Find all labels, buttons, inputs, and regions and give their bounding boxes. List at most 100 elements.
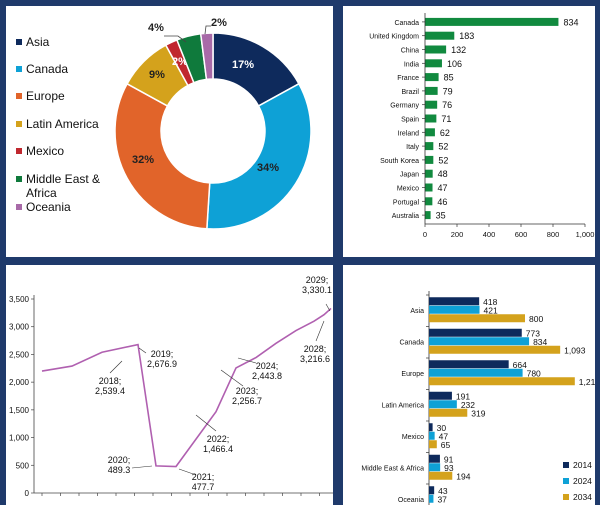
bar-value-label: 418: [483, 297, 497, 307]
label-leader-line: [237, 357, 257, 364]
legend-label: 2014: [573, 460, 592, 470]
x-tick-label: 200: [451, 230, 464, 239]
data-point-label: 2023; 2,256.7: [232, 386, 262, 406]
bar-value-label: 132: [451, 45, 466, 55]
legend-swatch: [16, 66, 22, 72]
bar-2014: [429, 328, 522, 337]
donut-slice-label: 17%: [232, 59, 254, 71]
grouped-bar-chart-panel: Asia 418 421 800 Canada 773 834 1,093 Europe 664 7…: [343, 265, 595, 505]
category-label: Italy: [406, 144, 419, 151]
legend-label: Mexico: [26, 144, 64, 158]
bar-2014: [429, 486, 435, 495]
bar-2014: [429, 297, 480, 306]
bar-value-label: 93: [444, 463, 454, 473]
donut-slice-label: 34%: [257, 162, 279, 174]
bar: [425, 45, 447, 54]
legend-label: Africa: [26, 186, 57, 200]
bar: [425, 211, 431, 220]
bar-value-label: 319: [471, 408, 485, 418]
bar-value-label: 664: [513, 360, 527, 370]
bar-2014: [429, 454, 440, 463]
label-leader-line: [131, 465, 153, 469]
legend-swatch: [563, 494, 569, 500]
data-point-label: 2020; 489.3: [108, 455, 131, 475]
legend-swatch: [16, 176, 22, 182]
legend-label: Oceania: [26, 200, 71, 214]
category-label: Canada: [399, 340, 424, 347]
bar-value-label: 47: [438, 183, 448, 193]
bar-value-label: 232: [461, 400, 475, 410]
legend-label: Asia: [26, 35, 50, 49]
bar-value-label: 30: [437, 423, 447, 433]
bar-value-label: 773: [526, 328, 540, 338]
category-label: Middle East & Africa: [361, 466, 424, 473]
bar-value-label: 91: [444, 454, 454, 464]
donut-slice-label: 9%: [149, 69, 165, 81]
label-leader-line: [325, 303, 331, 312]
bar-value-label: 1,215: [579, 377, 595, 387]
bar: [425, 17, 559, 26]
legend-label: 2024: [573, 476, 592, 486]
bar-value-label: 85: [444, 73, 454, 83]
bar-2034: [429, 440, 437, 449]
bar-value-label: 37: [437, 494, 447, 504]
bar-value-label: 79: [443, 86, 453, 96]
category-label: Germany: [390, 103, 419, 110]
y-tick-label: 0: [25, 489, 30, 498]
legend-swatch: [16, 93, 22, 99]
bar-2034: [429, 377, 575, 386]
legend-label: Middle East &: [26, 172, 100, 186]
x-tick-label: 0: [423, 230, 427, 239]
bar-2014: [429, 391, 452, 400]
bar: [425, 114, 437, 123]
category-label: South Korea: [380, 158, 419, 165]
bar-value-label: 52: [438, 155, 448, 165]
y-tick-label: 1,500: [9, 406, 30, 415]
bar-value-label: 35: [436, 211, 446, 221]
bar-2024: [429, 431, 435, 440]
bar-value-label: 47: [439, 431, 449, 441]
bar-value-label: 52: [438, 142, 448, 152]
legend-label: Canada: [26, 62, 68, 76]
category-label: Asia: [410, 308, 424, 315]
donut-slice-canada: [206, 82, 312, 230]
bar-value-label: 800: [529, 314, 543, 324]
bar-2014: [429, 360, 509, 369]
x-tick-label: 1,000: [576, 230, 595, 239]
donut-slice-label: 2%: [211, 17, 227, 29]
category-label: United Kingdom: [369, 34, 419, 41]
country-bar-chart: Canada 834 United Kingdom 183 China 132 India 1…: [369, 13, 595, 239]
bar: [425, 73, 439, 82]
x-tick-label: 600: [515, 230, 528, 239]
bar-2024: [429, 305, 480, 314]
data-point-label: 2022; 1,466.4: [203, 434, 233, 454]
legend-swatch: [16, 204, 22, 210]
x-tick-label: 400: [483, 230, 496, 239]
y-tick-label: 2,000: [9, 378, 30, 387]
bar-2014: [429, 423, 433, 432]
category-label: China: [401, 48, 419, 55]
bar-2034: [429, 408, 468, 417]
category-label: Mexico: [402, 434, 424, 441]
category-label: Europe: [401, 371, 424, 378]
category-label: Brazil: [401, 89, 419, 96]
y-tick-label: 1,000: [9, 434, 30, 443]
x-tick-label: 800: [547, 230, 560, 239]
bar: [425, 155, 434, 164]
donut-slice-label: 32%: [132, 154, 154, 166]
bar: [425, 59, 442, 68]
bar-2034: [429, 345, 561, 354]
bar: [425, 86, 438, 95]
y-tick-label: 3,500: [9, 295, 30, 304]
bar: [425, 183, 433, 192]
data-point-label: 2024; 2,443.8: [252, 361, 282, 381]
bar-2024: [429, 494, 434, 503]
y-tick-label: 500: [16, 461, 30, 470]
bar-2034: [429, 314, 525, 323]
leader-line: [204, 25, 211, 35]
bar-2024: [429, 463, 441, 472]
bar: [425, 31, 455, 40]
data-point-label: 2029; 3,330.1: [302, 275, 332, 295]
category-label: Australia: [392, 213, 419, 220]
